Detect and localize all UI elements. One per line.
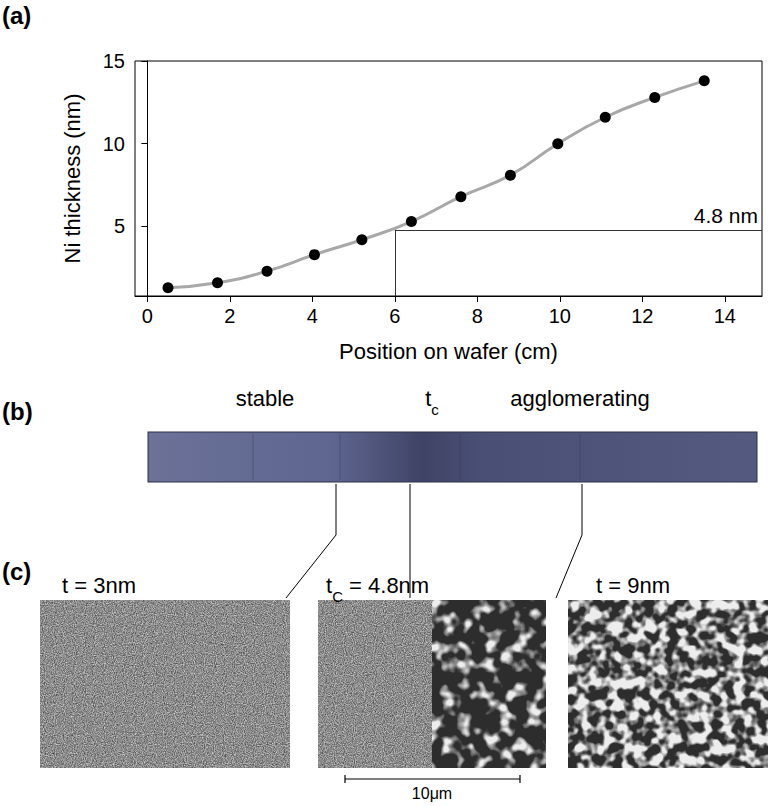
svg-text:tc: tc xyxy=(425,386,439,418)
svg-text:4.8 nm: 4.8 nm xyxy=(694,204,758,227)
svg-text:15: 15 xyxy=(103,50,125,72)
svg-text:Ni thickness (nm): Ni thickness (nm) xyxy=(60,94,85,264)
svg-text:Position on wafer (cm): Position on wafer (cm) xyxy=(339,339,558,364)
svg-text:(a): (a) xyxy=(2,2,31,29)
svg-text:14: 14 xyxy=(714,305,736,327)
svg-text:2: 2 xyxy=(224,305,235,327)
svg-text:6: 6 xyxy=(389,305,400,327)
svg-text:10μm: 10μm xyxy=(412,785,452,802)
svg-text:agglomerating: agglomerating xyxy=(510,386,649,411)
svg-text:0: 0 xyxy=(142,305,153,327)
svg-text:8: 8 xyxy=(472,305,483,327)
svg-text:10: 10 xyxy=(103,133,125,155)
svg-text:(b): (b) xyxy=(2,398,33,425)
svg-text:10: 10 xyxy=(549,305,571,327)
svg-text:stable: stable xyxy=(236,386,295,411)
svg-text:5: 5 xyxy=(114,215,125,237)
svg-text:tC = 4.8nm: tC = 4.8nm xyxy=(326,573,429,605)
svg-text:t = 3nm: t = 3nm xyxy=(62,573,136,598)
svg-text:4: 4 xyxy=(307,305,318,327)
svg-text:t = 9nm: t = 9nm xyxy=(596,573,670,598)
svg-text:12: 12 xyxy=(631,305,653,327)
svg-text:(c): (c) xyxy=(2,558,31,585)
